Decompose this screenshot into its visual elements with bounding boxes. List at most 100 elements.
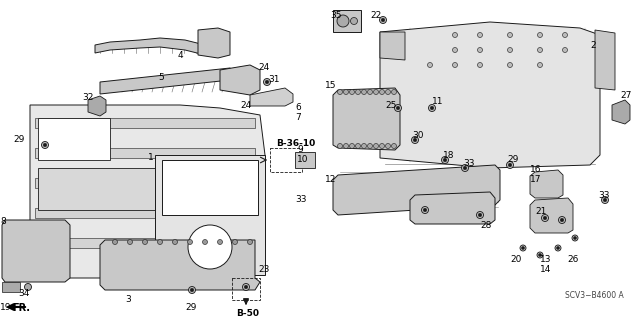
Circle shape — [337, 144, 342, 149]
Polygon shape — [333, 165, 500, 215]
Polygon shape — [38, 168, 255, 210]
Circle shape — [202, 240, 207, 244]
Text: 32: 32 — [82, 93, 93, 101]
Text: 17: 17 — [530, 175, 541, 184]
Circle shape — [452, 63, 458, 68]
Circle shape — [243, 284, 250, 291]
Polygon shape — [100, 68, 235, 94]
Polygon shape — [100, 240, 260, 290]
Text: 34: 34 — [18, 288, 29, 298]
Circle shape — [538, 48, 543, 53]
Polygon shape — [198, 28, 230, 58]
Circle shape — [508, 163, 512, 167]
Text: 15: 15 — [325, 80, 337, 90]
Polygon shape — [220, 65, 260, 95]
Circle shape — [337, 90, 342, 94]
Polygon shape — [2, 282, 20, 292]
Circle shape — [385, 90, 390, 94]
Circle shape — [143, 240, 147, 244]
Text: 11: 11 — [432, 98, 444, 107]
Circle shape — [188, 225, 232, 269]
Circle shape — [392, 90, 397, 94]
Text: 30: 30 — [412, 130, 424, 139]
Text: 18: 18 — [443, 151, 454, 160]
Text: 31: 31 — [268, 76, 280, 85]
Circle shape — [559, 217, 566, 224]
Text: 23: 23 — [258, 265, 269, 275]
Polygon shape — [250, 88, 293, 106]
Text: SCV3−B4600 A: SCV3−B4600 A — [565, 291, 624, 300]
Circle shape — [385, 144, 390, 149]
Polygon shape — [35, 118, 255, 128]
Circle shape — [188, 240, 193, 244]
Circle shape — [190, 288, 194, 292]
Circle shape — [477, 63, 483, 68]
Text: 12: 12 — [325, 175, 337, 184]
Circle shape — [355, 144, 360, 149]
Circle shape — [24, 284, 31, 291]
Circle shape — [351, 18, 358, 25]
Text: 16: 16 — [530, 166, 541, 174]
Circle shape — [543, 216, 547, 220]
Polygon shape — [35, 148, 255, 158]
Circle shape — [463, 166, 467, 170]
Circle shape — [555, 245, 561, 251]
Polygon shape — [530, 170, 563, 198]
Circle shape — [396, 106, 400, 110]
Circle shape — [248, 240, 253, 244]
Circle shape — [477, 48, 483, 53]
Text: 28: 28 — [480, 221, 492, 231]
Text: 7: 7 — [295, 114, 301, 122]
Circle shape — [412, 137, 419, 144]
Text: FR.: FR. — [12, 303, 30, 313]
Circle shape — [113, 240, 118, 244]
Circle shape — [537, 252, 543, 258]
Circle shape — [232, 240, 237, 244]
Circle shape — [380, 90, 385, 94]
Circle shape — [461, 165, 468, 172]
Circle shape — [244, 285, 248, 289]
Circle shape — [508, 33, 513, 38]
Text: 21: 21 — [535, 207, 547, 217]
Circle shape — [452, 33, 458, 38]
Circle shape — [413, 138, 417, 142]
Circle shape — [265, 80, 269, 84]
Text: 10: 10 — [297, 155, 308, 165]
Polygon shape — [35, 208, 255, 218]
Circle shape — [374, 144, 378, 149]
Circle shape — [478, 213, 482, 217]
Text: 2: 2 — [590, 41, 596, 49]
Circle shape — [428, 63, 433, 68]
Circle shape — [374, 90, 378, 94]
Circle shape — [127, 240, 132, 244]
Polygon shape — [35, 238, 255, 248]
Text: 19: 19 — [0, 302, 12, 311]
Text: 6: 6 — [295, 103, 301, 113]
Text: 5: 5 — [158, 72, 164, 81]
Circle shape — [563, 48, 568, 53]
Polygon shape — [333, 88, 400, 150]
Circle shape — [355, 90, 360, 94]
Text: 14: 14 — [540, 265, 552, 275]
Polygon shape — [612, 100, 630, 124]
Text: 3: 3 — [125, 295, 131, 305]
Circle shape — [429, 105, 435, 112]
Circle shape — [392, 144, 397, 149]
Circle shape — [380, 17, 387, 24]
Text: 29: 29 — [507, 155, 518, 165]
Circle shape — [344, 144, 349, 149]
Text: 25: 25 — [385, 100, 396, 109]
Circle shape — [520, 245, 526, 251]
Polygon shape — [35, 178, 255, 188]
Polygon shape — [530, 198, 573, 233]
Text: 26: 26 — [567, 256, 579, 264]
Polygon shape — [595, 30, 615, 90]
Text: 24: 24 — [240, 100, 252, 109]
Circle shape — [173, 240, 177, 244]
Circle shape — [218, 240, 223, 244]
Circle shape — [477, 211, 483, 219]
Circle shape — [444, 158, 447, 162]
Text: 27: 27 — [620, 91, 632, 100]
Circle shape — [337, 15, 349, 27]
Polygon shape — [155, 155, 265, 275]
